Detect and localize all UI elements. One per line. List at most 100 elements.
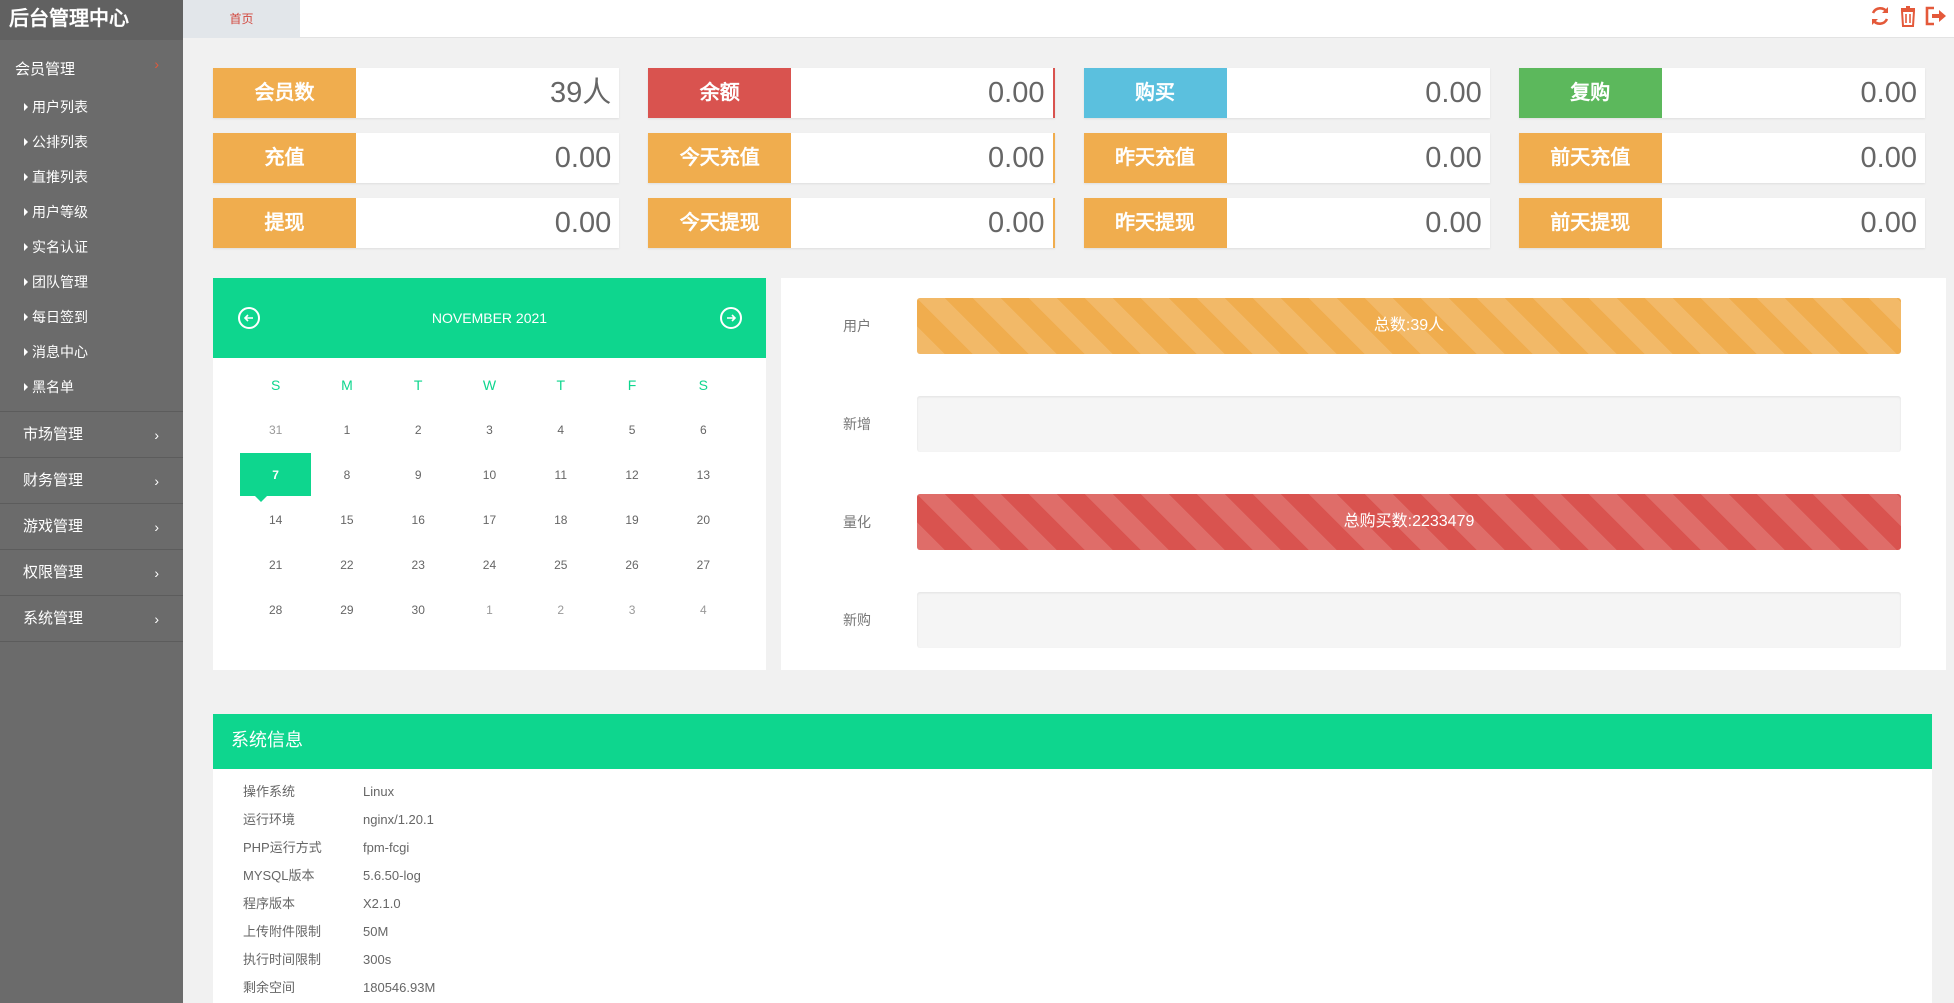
calendar-day[interactable]: 4 [557,422,565,437]
calendar-day[interactable]: 3 [628,602,636,617]
sidebar-item-user-level[interactable]: 用户等级 [0,195,183,230]
caret-right-icon [24,348,28,357]
stat-card-purchase: 购买 0.00 [1083,68,1490,118]
calendar-day[interactable]: 30 [411,602,425,617]
chevron-right-icon: › [154,565,159,581]
calendar-day[interactable]: 29 [340,602,354,617]
calendar-day[interactable]: 18 [554,512,568,527]
info-row: 执行时间限制 300s [243,946,1932,974]
tab-home[interactable]: 首页 [183,0,300,38]
calendar-day[interactable]: 10 [482,467,497,482]
progress-track [917,592,1901,648]
stat-label: 前天充值 [1518,133,1662,183]
info-row: 程序版本 X2.1.0 [243,890,1932,918]
calendar-week: 28 29 30 1 2 3 4 [240,587,739,632]
stat-value: 0.00 [1860,142,1917,174]
info-row: 操作系统 Linux [243,778,1932,806]
weekday-label: T [556,376,566,393]
info-value: nginx/1.20.1 [363,812,434,827]
logout-icon[interactable] [1924,4,1948,28]
calendar-day[interactable]: 13 [696,467,711,482]
sidebar-item-checkin[interactable]: 每日签到 [0,300,183,335]
next-month-button[interactable] [720,307,742,329]
info-key: 剩余空间 [243,980,296,995]
calendar-day[interactable]: 24 [482,557,497,572]
calendar-day[interactable]: 20 [696,512,711,527]
calendar-day[interactable]: 14 [268,512,283,527]
chevron-right-icon: › [154,56,159,72]
caret-right-icon [24,383,28,392]
progress-track [917,396,1901,452]
info-row: 运行环境 nginx/1.20.1 [243,806,1932,834]
stat-card-withdraw-yesterday: 昨天提现 0.00 [1083,198,1490,248]
stat-value: 0.00 [988,142,1045,174]
sidebar-item-messages[interactable]: 消息中心 [0,335,183,370]
sidebar-group-game[interactable]: 游戏管理 › [0,504,183,550]
caret-right-icon [24,173,28,182]
calendar-day[interactable]: 12 [625,467,639,482]
calendar-day[interactable]: 17 [482,512,497,527]
info-value: 50M [363,924,389,939]
calendar-day[interactable]: 1 [343,422,351,437]
calendar-day[interactable]: 25 [554,557,568,572]
sidebar-group-market[interactable]: 市场管理 › [0,412,183,458]
stat-value: 0.00 [554,207,612,239]
stat-value: 0.00 [554,142,612,174]
calendar-day[interactable]: 16 [411,512,425,527]
stat-card-balance: 余额 0.00 [648,68,1055,118]
sidebar-group-finance[interactable]: 财务管理 › [0,458,183,504]
calendar-day[interactable]: 1 [486,602,493,617]
stat-label: 今天提现 [648,198,792,248]
calendar-day[interactable]: 11 [554,467,567,482]
sidebar-group-permission[interactable]: 权限管理 › [0,550,183,596]
refresh-icon[interactable] [1868,4,1892,28]
calendar-day[interactable]: 6 [700,422,707,437]
stat-value: 0.00 [1860,77,1917,109]
calendar-day[interactable]: 27 [696,557,711,572]
system-info-panel: 系统信息 操作系统 Linux 运行环境 nginx/1.20.1 PHP运行方式 f… [213,714,1932,1003]
calendar-day[interactable]: 23 [411,557,425,572]
calendar-day-today[interactable]: 7 [240,452,312,502]
calendar-day[interactable]: 3 [486,422,493,437]
calendar-widget: NOVEMBER 2021 S M T W T F S 31 1 2 3 4 [213,278,766,670]
sidebar-item-team[interactable]: 团队管理 [0,265,183,300]
progress-row-new: 新增 [781,396,1946,452]
trash-icon[interactable] [1896,4,1920,28]
sidebar-item-verification[interactable]: 实名认证 [0,230,183,265]
calendar-day[interactable]: 19 [625,512,639,527]
progress-track: 总数:39人 [917,298,1901,354]
sidebar-group-system[interactable]: 系统管理 › [0,596,183,642]
sidebar-item-public-list[interactable]: 公排列表 [0,125,183,160]
stat-value: 0.00 [1425,77,1482,109]
calendar-day[interactable]: 22 [340,557,354,572]
stat-label: 余额 [648,68,792,118]
calendar-day[interactable]: 9 [414,467,422,482]
calendar-day[interactable]: 8 [343,467,351,482]
sidebar-item-direct-list[interactable]: 直推列表 [0,160,183,195]
calendar-day[interactable]: 31 [268,422,283,437]
stat-card-recharge-yesterday: 昨天充值 0.00 [1083,133,1490,183]
sidebar-item-blacklist[interactable]: 黑名单 [0,370,183,405]
stat-label: 会员数 [213,68,356,118]
calendar-day[interactable]: 5 [628,422,636,437]
stat-value: 39人 [549,77,612,109]
info-row: 剩余空间 180546.93M [243,974,1932,1002]
stats-row: 会员数 39人 余额 0.00 购买 0.00 复购 0.00 [213,68,1925,118]
calendar-day[interactable]: 21 [268,557,283,572]
progress-label: 用户 [843,318,871,334]
sidebar-group-member[interactable]: 会员管理 › [0,40,183,90]
calendar-day[interactable]: 2 [414,422,422,437]
calendar-day[interactable]: 2 [557,602,565,617]
calendar-day[interactable]: 4 [700,602,707,617]
info-value: 5.6.50-log [363,868,421,883]
stat-value: 0.00 [1425,142,1482,174]
brand-title: 后台管理中心 [0,0,183,40]
prev-month-button[interactable] [238,307,260,329]
sidebar-item-user-list[interactable]: 用户列表 [0,90,183,125]
weekday-label: S [698,376,709,393]
chevron-right-icon: › [154,427,159,443]
calendar-day[interactable]: 28 [268,602,283,617]
calendar-day[interactable]: 15 [340,512,354,527]
calendar-day[interactable]: 26 [625,557,639,572]
stat-label: 昨天充值 [1083,133,1227,183]
